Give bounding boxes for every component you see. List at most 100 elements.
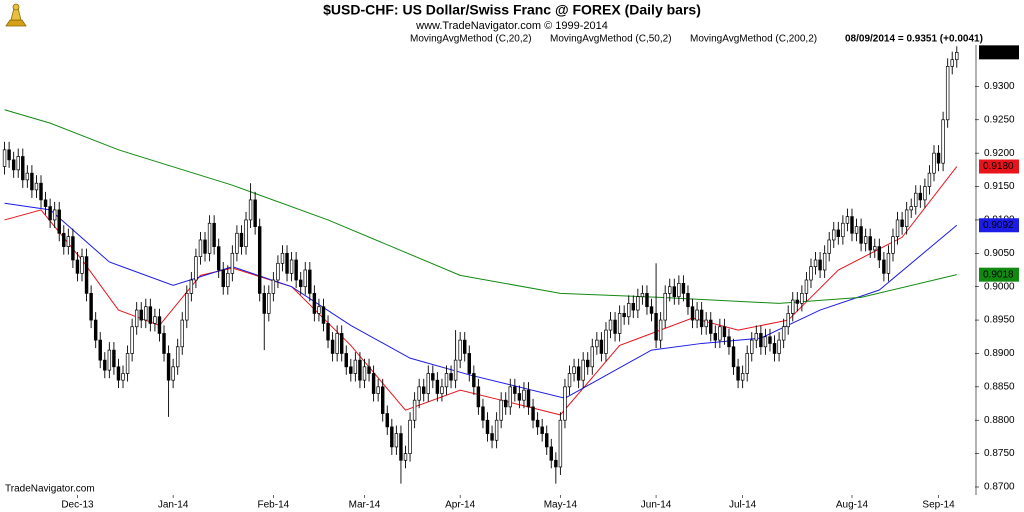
candle-body [271, 279, 276, 294]
candle-body [80, 256, 84, 274]
candle-body [599, 339, 604, 354]
candle-body [485, 419, 490, 434]
candle-body [144, 306, 148, 321]
candle-body [526, 389, 531, 408]
candle-body [604, 329, 608, 354]
x-tick-label: Sep-14 [922, 500, 955, 511]
candle-body [93, 319, 98, 341]
watermark: TradeNavigator.com [5, 484, 95, 495]
candle-body [763, 336, 768, 348]
candle-body [704, 319, 708, 328]
candle-body [194, 256, 198, 281]
x-tick-label: Apr-14 [445, 500, 475, 511]
candle-body [740, 373, 745, 381]
candle-body [476, 386, 481, 408]
candle-body [349, 366, 353, 374]
candle-body [745, 353, 749, 374]
candle-body [463, 339, 467, 354]
candle-body [713, 333, 718, 341]
candle-body [522, 389, 526, 401]
candle-body [654, 313, 658, 341]
candle-body [832, 229, 836, 241]
candle-body [467, 353, 471, 374]
candle-body [540, 426, 544, 434]
candle-body [932, 152, 936, 174]
candle-body [444, 373, 449, 388]
legend-entry: MovingAvgMethod (C,20,2) [410, 34, 532, 45]
last-value-label: 0.9092 [983, 220, 1014, 231]
candle-body [280, 252, 285, 264]
candle-body [403, 453, 408, 461]
candle-body [822, 252, 827, 271]
candle-body [854, 226, 859, 234]
candle-body [235, 232, 239, 254]
last-value-label: 0.9180 [983, 161, 1014, 172]
candle-body [494, 419, 499, 441]
candle-body [339, 333, 344, 354]
candle-body [21, 156, 25, 181]
candle-body [955, 51, 959, 61]
candle-body [841, 222, 845, 237]
candle-body [631, 303, 636, 311]
candle-body [180, 319, 184, 348]
candle-body [595, 339, 599, 348]
candle-body [212, 222, 216, 247]
candle-body [663, 293, 667, 321]
candle-body [836, 229, 841, 237]
last-value-label: 0.9351 [983, 47, 1014, 58]
candle-body [39, 182, 43, 201]
chart-title: $USD-CHF: US Dollar/Swiss Franc @ FOREX … [323, 2, 701, 18]
candle-body [904, 209, 909, 227]
candle-body [681, 283, 686, 294]
candle-body [66, 236, 71, 247]
candles [2, 46, 959, 484]
candle-body [426, 373, 430, 394]
candle-body [517, 393, 522, 401]
candle-body [900, 219, 904, 227]
y-tick-label: 0.9300 [984, 81, 1015, 92]
y-tick-label: 0.9000 [984, 281, 1015, 292]
candle-body [718, 326, 722, 341]
candle-body [121, 373, 125, 381]
last-value-label: 0.9018 [983, 269, 1014, 280]
candle-body [800, 293, 804, 304]
candle-body [918, 192, 923, 201]
candle-body [139, 309, 143, 321]
candle-body [2, 149, 7, 167]
candle-body [481, 406, 485, 421]
candle-body [75, 259, 80, 274]
candle-body [30, 172, 34, 191]
candle-body [636, 296, 640, 311]
candle-body [535, 419, 540, 428]
candle-body [859, 226, 863, 244]
candle-body [581, 359, 585, 381]
candle-body [203, 239, 207, 254]
y-tick-label: 0.8700 [984, 482, 1015, 493]
candle-body [645, 293, 649, 308]
candle-body [230, 252, 235, 274]
candle-body [545, 433, 549, 448]
x-tick-label: May-14 [544, 500, 578, 511]
last-value-box [979, 45, 1019, 60]
candle-body [376, 386, 380, 394]
candle-body [98, 339, 102, 361]
candle-body [248, 199, 253, 221]
candle-body [613, 319, 617, 334]
x-tick-label: Jan-14 [158, 500, 189, 511]
candle-body [586, 359, 590, 368]
candle-body [166, 353, 171, 381]
candle-body [435, 379, 440, 394]
candle-body [412, 399, 417, 421]
candle-body [103, 359, 107, 371]
candle-body [321, 306, 326, 324]
candle-body [308, 269, 312, 294]
candle-body [399, 433, 403, 461]
candle-body [34, 182, 39, 191]
candle-body [795, 299, 800, 304]
candle-body [567, 373, 572, 388]
candle-body [768, 336, 772, 344]
candle-body [43, 199, 48, 207]
candle-body [25, 172, 30, 181]
candle-body [11, 159, 16, 171]
x-tick-label: Mar-14 [349, 500, 381, 511]
